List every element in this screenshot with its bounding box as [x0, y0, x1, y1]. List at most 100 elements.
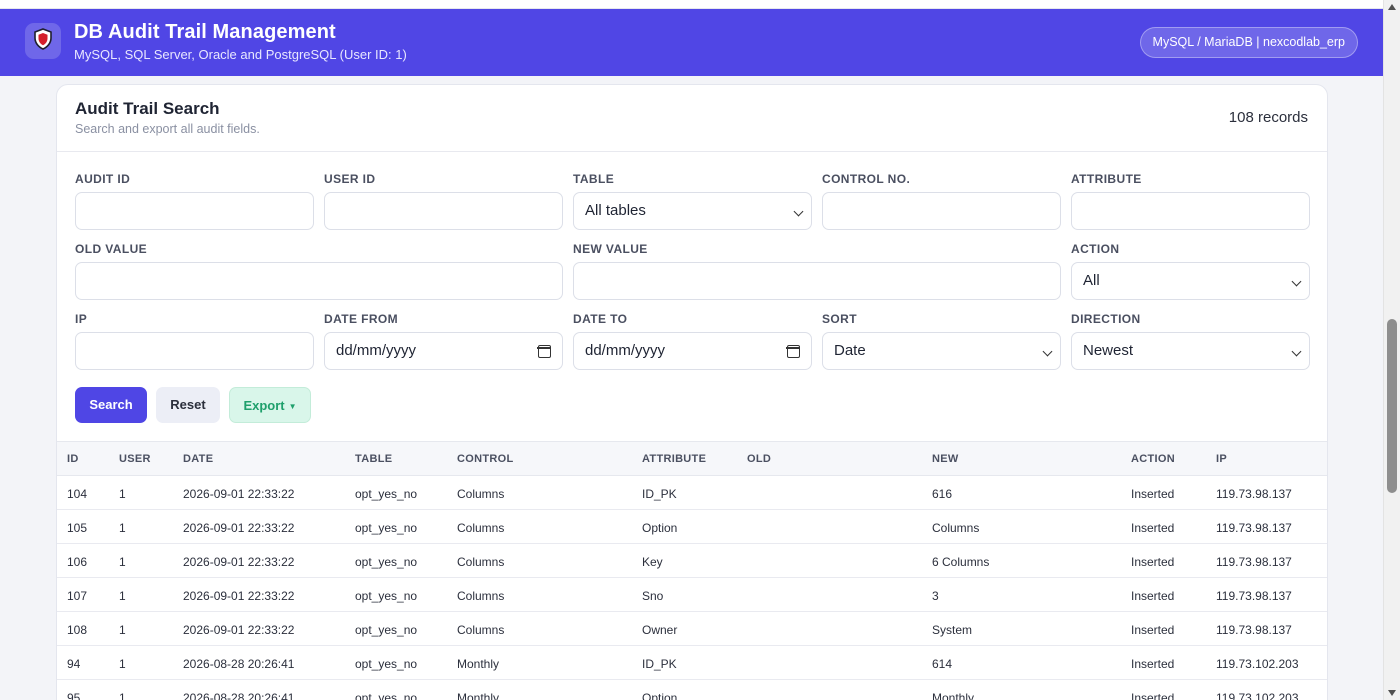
- cell-attribute: Option: [642, 691, 678, 700]
- cell-action: Inserted: [1131, 623, 1175, 637]
- shield-icon: [33, 27, 53, 55]
- cell-new: 3: [932, 589, 939, 603]
- cell-new: Columns: [932, 521, 980, 535]
- card-title: Audit Trail Search: [75, 99, 220, 118]
- cell-user: 1: [119, 623, 126, 637]
- audit-search-card: Audit Trail Search Search and export all…: [56, 84, 1328, 700]
- cell-attribute: Sno: [642, 589, 664, 603]
- audit-id-input[interactable]: [75, 192, 314, 230]
- column-header-action[interactable]: ACTION: [1131, 453, 1175, 465]
- date-to-input[interactable]: dd/mm/yyyy: [573, 332, 812, 370]
- cell-id: 106: [67, 555, 88, 569]
- cell-ip: 119.73.98.137: [1216, 589, 1292, 603]
- direction-select[interactable]: Newest: [1071, 332, 1310, 370]
- table-row[interactable]: 104 1 2026-09-01 22:33:22 opt_yes_no Col…: [57, 476, 1327, 510]
- page-scrollbar[interactable]: [1383, 0, 1400, 700]
- cell-table: opt_yes_no: [355, 657, 418, 671]
- table-row[interactable]: 105 1 2026-09-01 22:33:22 opt_yes_no Col…: [57, 510, 1327, 544]
- table-row[interactable]: 108 1 2026-09-01 22:33:22 opt_yes_no Col…: [57, 612, 1327, 646]
- user-id-label: USER ID: [324, 172, 376, 186]
- column-header-ip[interactable]: IP: [1216, 453, 1227, 465]
- cell-date: 2026-09-01 22:33:22: [183, 487, 295, 501]
- action-select[interactable]: All: [1071, 262, 1310, 300]
- results-table-body: 104 1 2026-09-01 22:33:22 opt_yes_no Col…: [57, 476, 1327, 700]
- column-header-new[interactable]: NEW: [932, 453, 959, 465]
- cell-id: 107: [67, 589, 88, 603]
- cell-date: 2026-08-28 20:26:41: [183, 657, 295, 671]
- cell-attribute: ID_PK: [642, 487, 677, 501]
- cell-control: Monthly: [457, 657, 500, 671]
- cell-table: opt_yes_no: [355, 589, 418, 603]
- export-button[interactable]: Export ▼: [229, 387, 311, 423]
- sort-select[interactable]: Date: [822, 332, 1061, 370]
- cell-id: 108: [67, 623, 88, 637]
- cell-table: opt_yes_no: [355, 555, 418, 569]
- calendar-icon[interactable]: [786, 345, 800, 358]
- column-header-old[interactable]: OLD: [747, 453, 772, 465]
- new-value-input[interactable]: [573, 262, 1061, 300]
- cell-control: Columns: [457, 623, 505, 637]
- cell-new: 6 Columns: [932, 555, 990, 569]
- scroll-up-arrow-icon[interactable]: [1388, 4, 1396, 10]
- column-header-user[interactable]: USER: [119, 453, 151, 465]
- column-header-attribute[interactable]: ATTRIBUTE: [642, 453, 707, 465]
- cell-ip: 119.73.98.137: [1216, 521, 1292, 535]
- direction-select-value: Newest: [1083, 342, 1134, 359]
- action-label: ACTION: [1071, 242, 1120, 256]
- caret-down-icon: ▼: [288, 402, 297, 411]
- column-header-date[interactable]: DATE: [183, 453, 214, 465]
- control-no-input[interactable]: [822, 192, 1061, 230]
- cell-attribute: Owner: [642, 623, 678, 637]
- table-label: TABLE: [573, 172, 615, 186]
- search-button[interactable]: Search: [75, 387, 147, 423]
- user-id-input[interactable]: [324, 192, 563, 230]
- cell-date: 2026-09-01 22:33:22: [183, 623, 295, 637]
- reset-button[interactable]: Reset: [156, 387, 220, 423]
- table-row[interactable]: 95 1 2026-08-28 20:26:41 opt_yes_no Mont…: [57, 680, 1327, 700]
- cell-attribute: Option: [642, 521, 678, 535]
- cell-ip: 119.73.98.137: [1216, 555, 1292, 569]
- calendar-icon[interactable]: [537, 345, 551, 358]
- results-table-header: ID USER DATE TABLE CONTROL ATTRIBUTE OLD…: [57, 441, 1327, 476]
- card-subtitle: Search and export all audit fields.: [75, 122, 260, 136]
- sort-select-value: Date: [834, 342, 866, 359]
- cell-user: 1: [119, 521, 126, 535]
- date-from-input[interactable]: dd/mm/yyyy: [324, 332, 563, 370]
- cell-date: 2026-08-28 20:26:41: [183, 691, 295, 700]
- audit-id-label: AUDIT ID: [75, 172, 131, 186]
- cell-date: 2026-09-01 22:33:22: [183, 521, 295, 535]
- cell-new: 614: [932, 657, 953, 671]
- cell-ip: 119.73.98.137: [1216, 623, 1292, 637]
- cell-attribute: ID_PK: [642, 657, 677, 671]
- table-select-value: All tables: [585, 202, 646, 219]
- cell-date: 2026-09-01 22:33:22: [183, 555, 295, 569]
- column-header-control[interactable]: CONTROL: [457, 453, 514, 465]
- cell-id: 105: [67, 521, 88, 535]
- cell-table: opt_yes_no: [355, 623, 418, 637]
- table-row[interactable]: 106 1 2026-09-01 22:33:22 opt_yes_no Col…: [57, 544, 1327, 578]
- old-value-input[interactable]: [75, 262, 563, 300]
- table-row[interactable]: 107 1 2026-09-01 22:33:22 opt_yes_no Col…: [57, 578, 1327, 612]
- cell-action: Inserted: [1131, 589, 1175, 603]
- export-button-label: Export: [243, 398, 285, 413]
- scroll-down-arrow-icon[interactable]: [1388, 690, 1396, 696]
- app-logo: [25, 23, 61, 59]
- table-select[interactable]: All tables: [573, 192, 812, 230]
- cell-attribute: Key: [642, 555, 663, 569]
- attribute-input[interactable]: [1071, 192, 1310, 230]
- scrollbar-thumb[interactable]: [1387, 319, 1397, 493]
- column-header-id[interactable]: ID: [67, 453, 79, 465]
- cell-user: 1: [119, 657, 126, 671]
- column-header-table[interactable]: TABLE: [355, 453, 393, 465]
- cell-id: 104: [67, 487, 88, 501]
- connection-badge[interactable]: MySQL / MariaDB | nexcodlab_erp: [1139, 27, 1358, 58]
- cell-control: Columns: [457, 487, 505, 501]
- cell-new: Monthly: [932, 691, 975, 700]
- ip-input[interactable]: [75, 332, 314, 370]
- cell-table: opt_yes_no: [355, 691, 418, 700]
- table-row[interactable]: 94 1 2026-08-28 20:26:41 opt_yes_no Mont…: [57, 646, 1327, 680]
- control-no-label: CONTROL NO.: [822, 172, 911, 186]
- cell-user: 1: [119, 691, 126, 700]
- cell-control: Monthly: [457, 691, 500, 700]
